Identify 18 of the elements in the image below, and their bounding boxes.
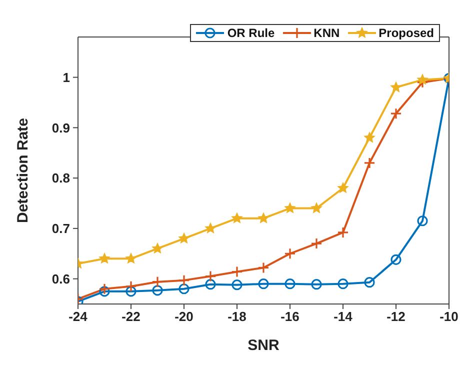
x-axis-title: SNR (248, 337, 280, 354)
x-tick-label: -12 (386, 309, 406, 324)
x-tick-label: -24 (68, 309, 88, 324)
y-tick-label: 0.6 (52, 271, 70, 286)
y-axis-title: Detection Rate (14, 118, 32, 224)
y-tick-label: 0.8 (52, 170, 70, 186)
x-tick-label: -22 (122, 309, 140, 324)
y-tick-label: 1 (62, 70, 70, 85)
x-tick-label: -20 (174, 309, 194, 324)
x-tick-label: -16 (280, 309, 300, 324)
x-tick-label: -10 (440, 309, 458, 324)
y-tick-label: 0.7 (52, 221, 70, 236)
legend-label: OR Rule (226, 26, 275, 40)
x-tick-label: -14 (334, 309, 354, 324)
legend-label: KNN (312, 26, 340, 40)
legend-label: Proposed (378, 26, 434, 40)
y-tick-label: 0.9 (52, 120, 70, 136)
x-tick-label: -18 (228, 309, 246, 324)
